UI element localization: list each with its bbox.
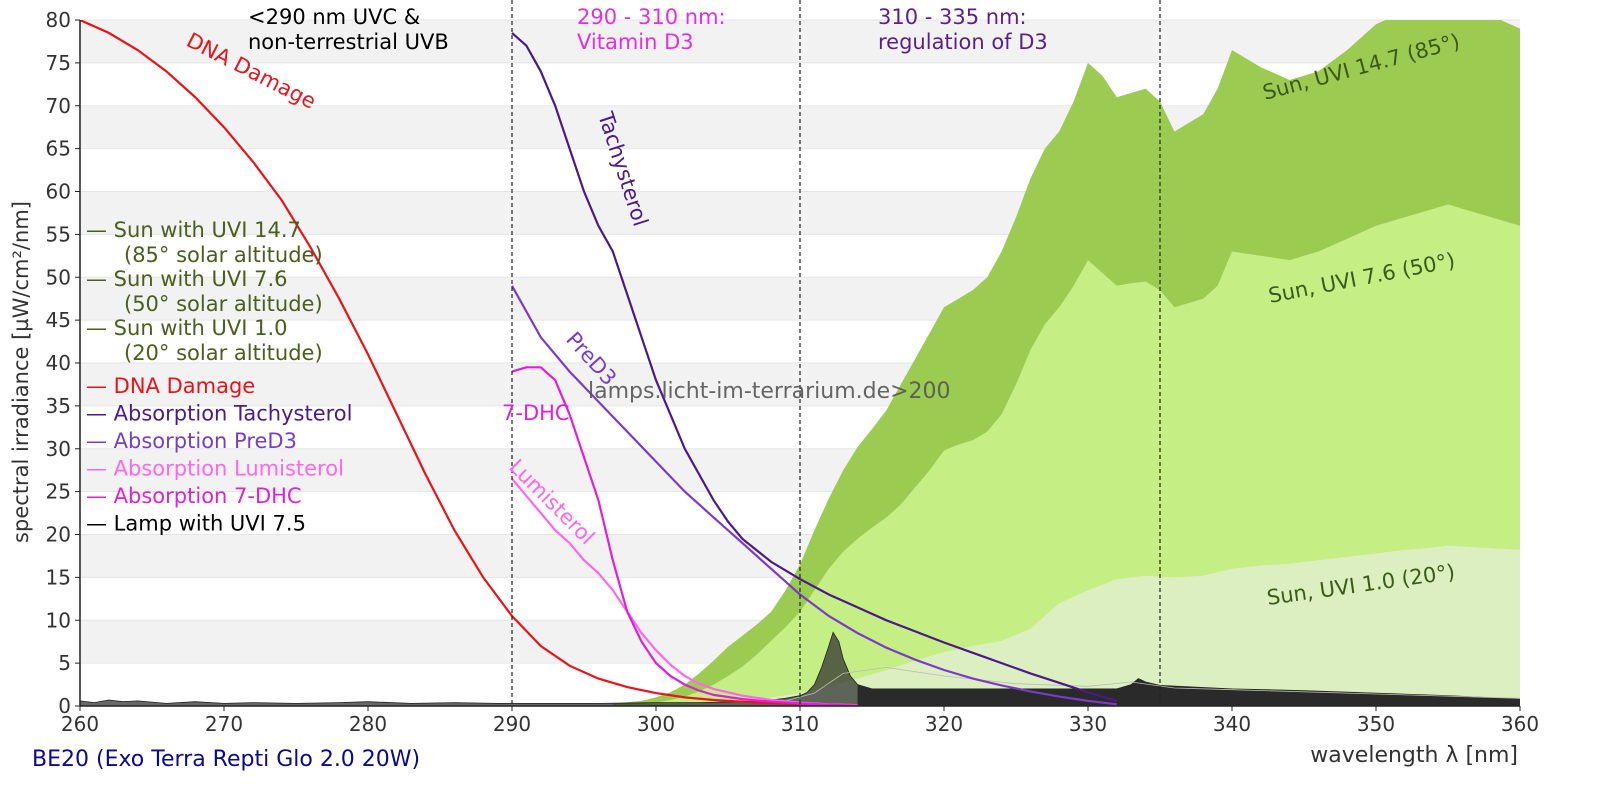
legend-entry-sub: (85° solar altitude) xyxy=(124,243,323,267)
lamp-caption: BE20 (Exo Terra Repti Glo 2.0 20W) xyxy=(32,747,421,772)
lamp-area-dark xyxy=(857,678,1520,706)
x-tick-label: 340 xyxy=(1213,712,1251,736)
curve-pred3 xyxy=(511,285,1117,706)
y-tick-label: 30 xyxy=(46,437,71,461)
legend-entry: — Absorption 7-DHC xyxy=(86,484,302,508)
region-label: 290 - 310 nm: xyxy=(577,5,726,29)
y-tick-label: 15 xyxy=(46,565,71,589)
x-tick-label: 350 xyxy=(1357,712,1395,736)
legend-entry-sub: (20° solar altitude) xyxy=(124,341,323,365)
curve-tachysterol xyxy=(511,32,1118,702)
lamp-trace xyxy=(785,666,1520,702)
legend-entry-sub: (50° solar altitude) xyxy=(124,292,323,316)
watermark: lamps.licht-im-terrarium.de>200 xyxy=(588,379,951,404)
curve-7-dhc xyxy=(511,366,858,706)
y-tick-label: 5 xyxy=(58,651,71,675)
y-tick-label: 0 xyxy=(58,694,71,718)
x-tick-label: 310 xyxy=(781,712,819,736)
legend-entry: — Absorption Lumisterol xyxy=(86,457,344,481)
x-tick-label: 360 xyxy=(1501,712,1539,736)
x-tick-label: 260 xyxy=(61,712,99,736)
x-tick-label: 330 xyxy=(1069,712,1107,736)
legend-entry: — Lamp with UVI 7.5 xyxy=(86,512,306,536)
y-tick-label: 65 xyxy=(46,137,71,161)
legend-entry: — Sun with UVI 14.7 xyxy=(86,218,301,242)
sun-area-2 xyxy=(684,545,1520,706)
y-tick-label: 25 xyxy=(46,480,71,504)
y-tick-label: 45 xyxy=(46,308,71,332)
y-tick-label: 40 xyxy=(46,351,71,375)
y-tick-label: 35 xyxy=(46,394,71,418)
curve-dna-damage xyxy=(80,20,858,706)
legend-entry: — Sun with UVI 1.0 xyxy=(86,316,288,340)
plot-area xyxy=(80,20,1520,706)
region-label: regulation of D3 xyxy=(878,30,1048,54)
y-tick-label: 10 xyxy=(46,608,71,632)
x-tick-label: 320 xyxy=(925,712,963,736)
curve-label: 7-DHC xyxy=(502,401,570,425)
curve-lumisterol xyxy=(511,478,858,706)
grid-band xyxy=(80,20,1520,63)
x-tick-label: 280 xyxy=(349,712,387,736)
y-tick-label: 80 xyxy=(46,8,71,32)
region-label: non-terrestrial UVB xyxy=(248,30,449,54)
region-label: <290 nm UVC & xyxy=(248,5,420,29)
y-tick-label: 55 xyxy=(46,222,71,246)
y-tick-label: 20 xyxy=(46,523,71,547)
legend-entry: — Absorption Tachysterol xyxy=(86,402,352,426)
x-tick-label: 270 xyxy=(205,712,243,736)
region-label: 310 - 335 nm: xyxy=(878,5,1027,29)
y-tick-label: 70 xyxy=(46,94,71,118)
y-axis-label: spectral irradiance [µW/cm²/nm] xyxy=(9,201,33,543)
legend-entry: — Sun with UVI 7.6 xyxy=(86,267,288,291)
legend-entry: — Absorption PreD3 xyxy=(86,429,297,453)
y-tick-label: 75 xyxy=(46,51,71,75)
x-tick-label: 300 xyxy=(637,712,675,736)
y-tick-label: 60 xyxy=(46,180,71,204)
x-tick-label: 290 xyxy=(493,712,531,736)
region-label: Vitamin D3 xyxy=(577,30,694,54)
x-axis-label: wavelength λ [nm] xyxy=(1310,743,1518,768)
y-tick-label: 50 xyxy=(46,265,71,289)
legend-entry: — DNA Damage xyxy=(86,374,255,398)
